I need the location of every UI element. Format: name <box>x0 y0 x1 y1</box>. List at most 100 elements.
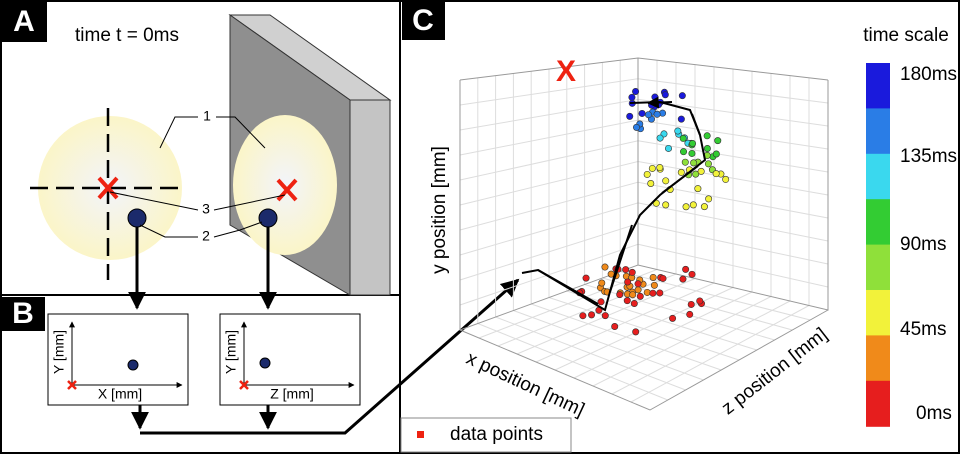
axis-label: Y [mm] <box>51 330 67 374</box>
scatter-point <box>624 279 630 285</box>
scatter-point <box>678 169 684 175</box>
scatter-point <box>623 266 629 272</box>
scatter-point <box>632 329 638 335</box>
panel-b: B Y [mm] X [mm] Y [mm] Z [mm] <box>2 280 518 433</box>
legend-label: data points <box>450 424 543 445</box>
scatter-point <box>669 315 675 321</box>
colorbar-band <box>866 335 890 381</box>
scatter-point <box>598 299 604 305</box>
callout: 1 <box>203 108 211 124</box>
target-marker: X <box>556 55 576 88</box>
scatter-point <box>602 264 608 270</box>
colorbar-label: 45ms <box>900 319 946 340</box>
scatter-point <box>631 300 637 306</box>
panel-c: C X y position [mm] x position [mm] z po… <box>401 2 957 452</box>
scatter-point <box>588 312 594 318</box>
scatter-point <box>612 323 618 329</box>
axis-label: y position [mm] <box>429 146 450 274</box>
scatter-point <box>697 298 703 304</box>
scatter-point <box>629 94 635 100</box>
scatter-point <box>583 275 589 281</box>
scatter-point <box>644 171 650 177</box>
scatter-point <box>662 92 668 98</box>
scatter-point <box>683 204 689 210</box>
scatter-point <box>580 313 586 319</box>
colorbar-band <box>866 108 890 154</box>
scatter-point <box>657 290 663 296</box>
scatter-point <box>654 111 660 117</box>
scatter-point <box>624 297 630 303</box>
scatter-point <box>662 202 668 208</box>
scatter-point <box>602 312 608 318</box>
scatter-point <box>705 196 711 202</box>
scatter-point <box>645 112 651 118</box>
colorbar-label: 90ms <box>900 234 946 255</box>
colorbar-band <box>866 63 890 109</box>
scatter-point <box>657 164 663 170</box>
scatter-point <box>715 137 721 143</box>
scatter-point <box>629 269 635 275</box>
scatter-point <box>701 203 707 209</box>
scatter-point <box>630 291 636 297</box>
dot <box>260 358 270 368</box>
colorbar-label: 135ms <box>900 146 957 167</box>
scatter <box>576 88 728 335</box>
scatter-point <box>637 293 643 299</box>
axis-label: z position [mm] <box>718 324 832 419</box>
scatter-point <box>635 281 641 287</box>
scatter-point <box>657 135 663 141</box>
scatter-point <box>690 202 696 208</box>
scatter-point <box>627 113 633 119</box>
axis-label: X [mm] <box>98 386 142 402</box>
scatter-point <box>651 282 657 288</box>
grid-line <box>585 285 775 341</box>
scatter-point <box>705 161 711 167</box>
axis-label: Y [mm] <box>223 330 239 374</box>
panel-label: A <box>13 5 35 38</box>
scatter-point <box>649 165 655 171</box>
scatter-point <box>675 128 681 134</box>
axis-label: x position [mm] <box>463 348 588 421</box>
scatter-point <box>617 291 623 297</box>
colorbar-label: 0ms <box>916 403 952 424</box>
scatter-point <box>652 94 658 100</box>
legend-swatch <box>417 431 424 438</box>
scatter-point <box>698 168 704 174</box>
scatter-point <box>687 311 693 317</box>
callout: 2 <box>202 228 210 244</box>
scatter-point <box>689 150 695 156</box>
dot <box>128 209 146 227</box>
colorbar-band <box>866 154 890 200</box>
scatter-point <box>644 289 650 295</box>
scatter-point <box>690 160 696 166</box>
scatter-point <box>713 170 719 176</box>
scatter-point <box>722 176 728 182</box>
time-label: time t = 0ms <box>75 25 179 46</box>
colorbar-band <box>866 290 890 336</box>
scatter-point <box>639 110 645 116</box>
panel-label: C <box>412 4 434 37</box>
dot <box>128 360 138 370</box>
scatter-point <box>682 159 688 165</box>
scatter-point <box>680 135 686 141</box>
scatter-point <box>663 178 669 184</box>
scatter-point <box>679 92 685 98</box>
callout: 3 <box>202 201 210 217</box>
colorbar-band <box>866 199 890 245</box>
wall-side <box>350 100 390 295</box>
scatter-point <box>648 180 654 186</box>
scatter-point <box>660 275 666 281</box>
scatter-point <box>650 274 656 280</box>
scatter-point <box>678 116 684 122</box>
scatter-point <box>704 145 710 151</box>
dot <box>259 209 277 227</box>
scatter-point <box>633 124 639 130</box>
scatter-point <box>713 151 719 157</box>
scatter-point <box>632 88 638 94</box>
scatter-point <box>635 287 641 293</box>
scatter-point <box>680 276 686 282</box>
scatter-point <box>650 290 656 296</box>
colorbar <box>866 63 890 427</box>
scatter-point <box>695 185 701 191</box>
scatter-point <box>689 140 695 146</box>
